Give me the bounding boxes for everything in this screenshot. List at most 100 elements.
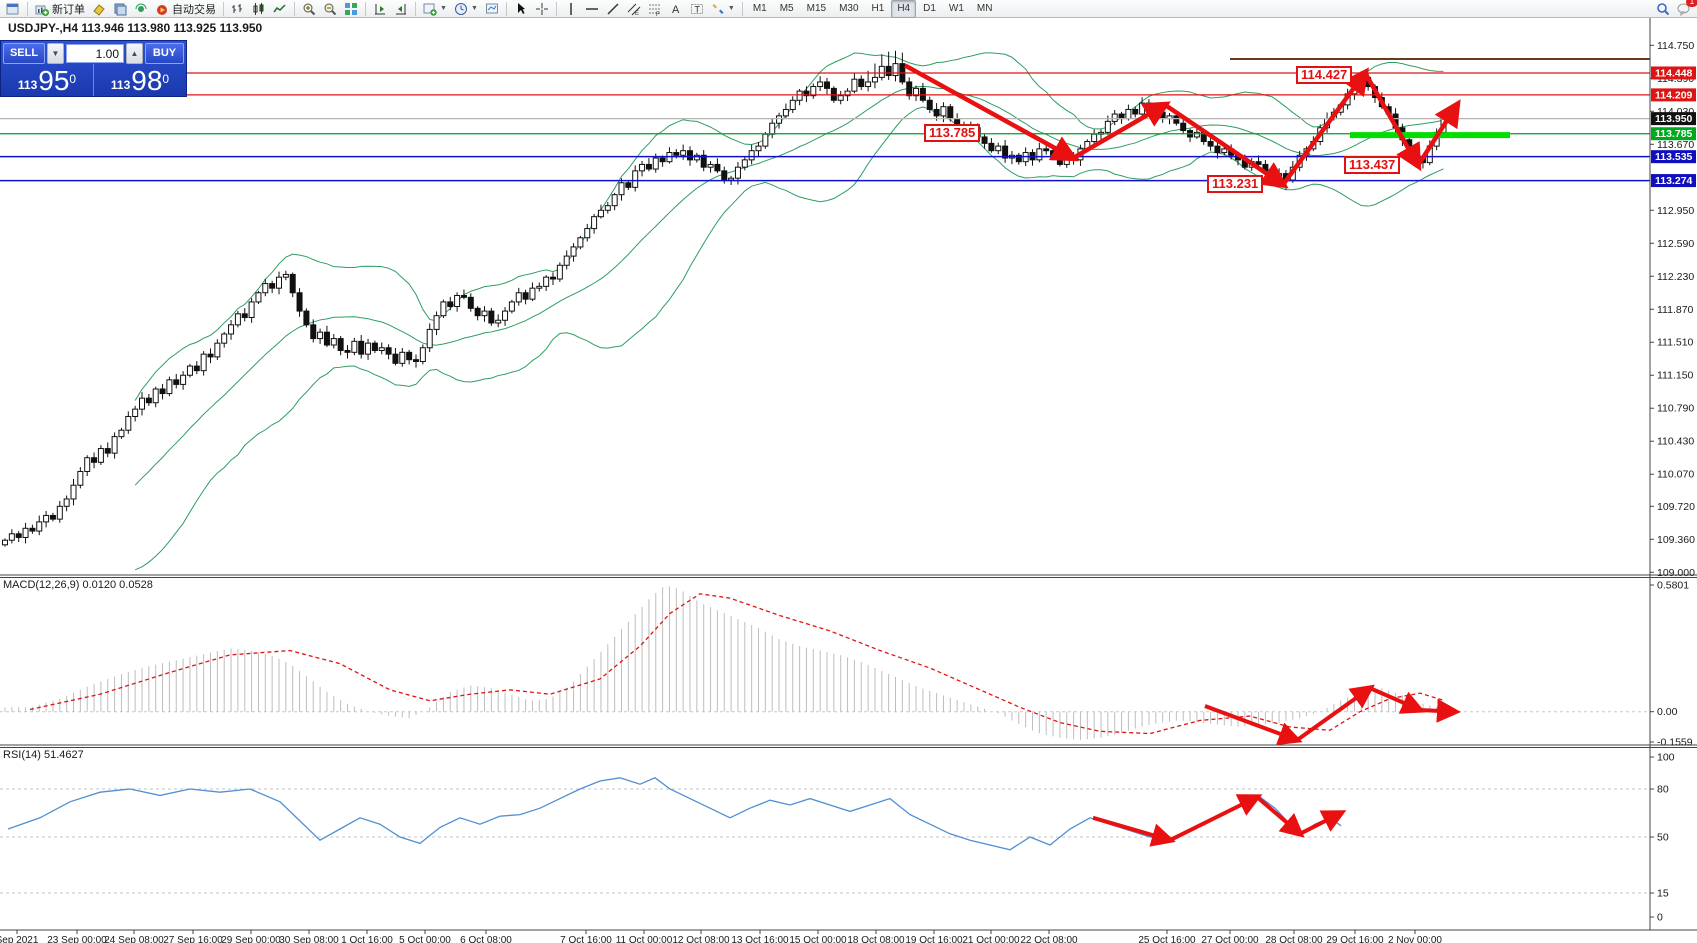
trend-arrow[interactable]: [1419, 698, 1461, 723]
timeframe-m30-button[interactable]: M30: [839, 2, 859, 14]
text-button[interactable]: A: [666, 0, 686, 18]
bar-chart-button[interactable]: [228, 0, 248, 18]
bid-prefix: 113: [17, 78, 38, 92]
timeframe-mn-button[interactable]: MN: [976, 2, 993, 14]
trend-arrow[interactable]: [1281, 67, 1369, 186]
trend-arrow[interactable]: [903, 63, 1079, 162]
zoom-out-icon: [324, 3, 337, 15]
equidistant-channel-button[interactable]: E: [624, 0, 644, 18]
candle-chart-button[interactable]: [249, 0, 269, 18]
crosshair-button[interactable]: [532, 0, 552, 18]
auto-trading-button[interactable]: 自动交易: [152, 0, 219, 18]
timeframe-d1-button[interactable]: D1: [923, 2, 936, 14]
candle-body: [885, 65, 892, 77]
candle-body: [460, 295, 467, 298]
timeframe-w1-button[interactable]: W1: [948, 2, 964, 14]
trend-arrow[interactable]: [1204, 704, 1303, 746]
vertical-line-button[interactable]: [561, 0, 581, 18]
bid-price[interactable]: 113 95 0: [1, 64, 94, 96]
volume-decrease-button[interactable]: ▼: [47, 43, 64, 64]
toolbar: 新订单 自动交易 ▼ ▼ E F A T ▼ M1 M5 M15 M30 H1 H4 D1 W1 MN 1: [0, 0, 1697, 18]
line-chart-button[interactable]: [270, 0, 290, 18]
text-label-button[interactable]: T: [687, 0, 707, 18]
rsi-axis-label: 100: [1657, 752, 1675, 764]
trend-arrow[interactable]: [1092, 815, 1176, 847]
trend-arrow[interactable]: [1071, 101, 1171, 160]
candle-body: [1050, 150, 1057, 156]
signal-button[interactable]: [131, 0, 151, 18]
candle-body: [454, 295, 461, 308]
trend-arrow[interactable]: [1369, 686, 1426, 714]
time-axis-label: 23 Sep 00:00: [47, 935, 107, 943]
cursor-button[interactable]: [511, 0, 531, 18]
buy-button[interactable]: BUY: [145, 43, 184, 64]
candle-body: [43, 514, 50, 523]
timeframe-m5-button[interactable]: M5: [779, 2, 794, 14]
timeframe-h4-button[interactable]: H4: [891, 0, 917, 18]
templates-button[interactable]: [482, 0, 502, 18]
sell-button[interactable]: SELL: [3, 43, 45, 64]
candle-body: [214, 342, 221, 358]
candle-body: [77, 470, 84, 486]
time-axis-label: 24 Sep 08:00: [104, 935, 164, 943]
axis-tick-label: 111.150: [1657, 370, 1694, 382]
arrows-button[interactable]: ▼: [708, 0, 738, 18]
eraser-button[interactable]: [89, 0, 109, 18]
app-menu-button[interactable]: [3, 0, 23, 18]
periods-button[interactable]: ▼: [451, 0, 481, 18]
candle-body: [851, 78, 858, 92]
zoom-out-button[interactable]: [320, 0, 340, 18]
notifications-button[interactable]: 1: [1674, 0, 1697, 18]
volume-input[interactable]: [66, 44, 124, 63]
tile-windows-button[interactable]: [341, 0, 361, 18]
trend-arrow[interactable]: [1163, 103, 1289, 189]
chart-symbol-ohlc: USDJPY-,H4 113.946 113.980 113.925 113.9…: [8, 21, 263, 35]
ask-price[interactable]: 113 98 0: [94, 64, 186, 96]
trendline-button[interactable]: [603, 0, 623, 18]
horizontal-line-button[interactable]: [582, 0, 602, 18]
bb-lower: [134, 106, 1444, 571]
annotation-price-label[interactable]: 113.785: [924, 124, 981, 142]
timeframe-m15-button[interactable]: M15: [806, 2, 827, 14]
trend-arrow[interactable]: [1295, 684, 1375, 742]
depth-of-market-button[interactable]: [110, 0, 130, 18]
auto-trading-icon: [157, 4, 167, 15]
candle-body: [303, 310, 310, 326]
green-highlight-bar[interactable]: [1350, 132, 1510, 139]
candle-body: [159, 388, 166, 395]
one-click-trade-panel: SELL ▼ ▲ BUY 113 95 0 113 98 0: [0, 40, 187, 97]
trend-arrow[interactable]: [1169, 794, 1263, 842]
fibonacci-button[interactable]: F: [645, 0, 665, 18]
annotation-price-label[interactable]: 113.437: [1344, 156, 1401, 174]
annotation-price-label[interactable]: 113.231: [1207, 175, 1264, 193]
trend-arrow[interactable]: [1363, 71, 1422, 172]
time-axis-label: 2 Nov 00:00: [1388, 935, 1442, 943]
trend-arrow[interactable]: [1299, 810, 1347, 836]
candle-body: [632, 170, 639, 188]
add-indicator-button[interactable]: ▼: [420, 0, 450, 18]
new-order-button[interactable]: 新订单: [32, 0, 88, 18]
candle-body: [1276, 173, 1283, 177]
candle-body: [488, 310, 495, 324]
axis-price-badge: [1651, 88, 1696, 102]
chart-area[interactable]: 114.750114.390114.030113.670112.950112.5…: [0, 18, 1697, 943]
volume-increase-button[interactable]: ▲: [126, 43, 143, 64]
candle-body: [399, 351, 406, 364]
svg-text:F: F: [656, 12, 660, 16]
chart-shift-button[interactable]: [370, 0, 390, 18]
annotation-price-label[interactable]: 114.427: [1296, 66, 1353, 84]
candle-body: [577, 237, 584, 248]
timeframe-h1-button[interactable]: H1: [871, 2, 885, 14]
periods-icon: [454, 2, 467, 15]
search-button[interactable]: [1653, 0, 1673, 18]
time-axis-label: 29 Oct 16:00: [1326, 935, 1384, 943]
trend-arrow[interactable]: [1416, 99, 1461, 167]
candle-body: [796, 90, 803, 101]
trend-arrow[interactable]: [1255, 795, 1305, 838]
timeframe-m1-button[interactable]: M1: [752, 2, 767, 14]
auto-scroll-button[interactable]: [391, 0, 411, 18]
candle-body: [782, 108, 789, 117]
axis-tick-label: 114.750: [1657, 40, 1694, 52]
zoom-in-button[interactable]: [299, 0, 319, 18]
equidistant-channel-icon: E: [627, 3, 641, 16]
